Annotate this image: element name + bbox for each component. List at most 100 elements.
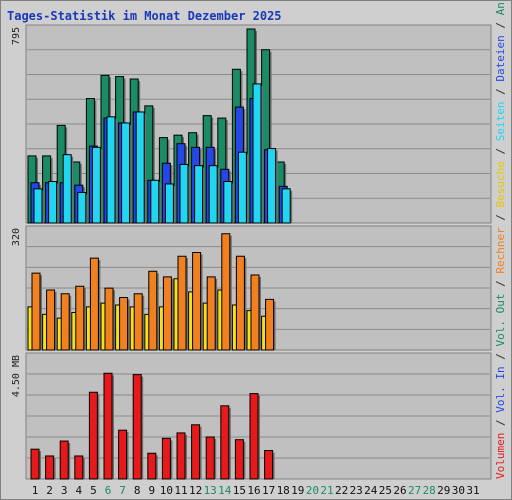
y-axis-max-label: 795	[11, 27, 22, 45]
bar-seiten-day-1	[33, 188, 43, 224]
chart-title: Tages-Statistik im Monat Dezember 2025	[7, 9, 282, 23]
x-tick-label-day-28: 28	[423, 484, 436, 497]
bar-volumen-day-12	[191, 424, 201, 480]
bar-seiten-day-9	[150, 179, 160, 224]
legend-entry: /	[494, 141, 507, 161]
bar-rechner-day-5	[89, 257, 99, 351]
bar-seiten-day-5	[91, 146, 101, 224]
bar-rechner-day-7	[119, 297, 129, 351]
legend-entry: Vol. Out	[494, 294, 507, 347]
bar-seiten-day-16	[252, 83, 262, 224]
bar-seiten-day-4	[77, 191, 87, 224]
legend-entry: /	[494, 15, 507, 35]
legend-entry: Vol. In	[494, 366, 507, 412]
x-tick-label-day-22: 22	[335, 484, 348, 497]
bar-volumen-day-17	[264, 450, 274, 480]
x-tick-label-day-13: 13	[204, 484, 217, 497]
bar-rechner-day-17	[265, 298, 275, 351]
y-axis-max-label: 4.50 MB	[11, 355, 22, 397]
x-tick-label-day-31: 31	[466, 484, 479, 497]
bar-rechner-day-3	[60, 293, 70, 351]
x-tick-label-day-15: 15	[233, 484, 246, 497]
bar-rechner-day-12	[192, 252, 202, 351]
bar-seiten-day-2	[48, 181, 58, 224]
x-tick-label-day-11: 11	[174, 484, 187, 497]
x-tick-label-day-4: 4	[75, 484, 82, 497]
bar-rechner-day-16	[250, 274, 260, 351]
x-tick-label-day-18: 18	[277, 484, 290, 497]
x-tick-label-day-10: 10	[160, 484, 173, 497]
bar-seiten-day-15	[237, 151, 247, 224]
x-tick-label-day-7: 7	[119, 484, 126, 497]
x-tick-label-day-16: 16	[247, 484, 260, 497]
bar-seiten-day-6	[106, 116, 116, 224]
bar-seiten-day-7	[121, 122, 131, 224]
x-tick-label-day-12: 12	[189, 484, 202, 497]
right-legend: Volumen / Vol. In / Vol. Out / Rechner /…	[494, 1, 507, 479]
bar-volumen-day-7	[118, 429, 128, 480]
bar-rechner-day-10	[162, 276, 172, 351]
bar-volumen-day-6	[103, 372, 113, 480]
bar-rechner-day-14	[221, 233, 231, 351]
bar-rechner-day-15	[235, 255, 245, 351]
bar-volumen-day-8	[132, 374, 142, 480]
legend-entry: Dateien	[494, 35, 507, 81]
bar-volumen-day-10	[161, 437, 171, 480]
bar-seiten-day-13	[208, 165, 218, 224]
bar-rechner-day-8	[133, 293, 143, 351]
x-tick-label-day-27: 27	[408, 484, 421, 497]
x-tick-label-day-29: 29	[437, 484, 450, 497]
x-tick-label-day-17: 17	[262, 484, 275, 497]
x-tick-label-day-3: 3	[61, 484, 68, 497]
legend-entry: Besuche	[494, 161, 507, 207]
bar-volumen-day-3	[59, 440, 69, 480]
bar-volumen-day-9	[147, 452, 157, 480]
legend-entry: Rechner	[494, 227, 507, 274]
bar-volumen-day-11	[176, 432, 186, 480]
x-tick-label-day-5: 5	[90, 484, 97, 497]
bar-seiten-day-12	[194, 165, 204, 224]
legend-entry: /	[494, 347, 507, 367]
x-tick-label-day-25: 25	[379, 484, 392, 497]
bar-seiten-day-3	[62, 154, 72, 224]
x-tick-label-day-20: 20	[306, 484, 319, 497]
legend-entry: Volumen	[494, 433, 507, 479]
x-tick-label-day-1: 1	[32, 484, 39, 497]
x-tick-label-day-9: 9	[148, 484, 155, 497]
bar-volumen-day-15	[234, 439, 244, 480]
bar-seiten-day-17	[267, 148, 277, 224]
bar-rechner-day-4	[75, 285, 85, 351]
x-tick-label-day-30: 30	[452, 484, 465, 497]
bar-rechner-day-6	[104, 287, 114, 351]
x-tick-label-day-8: 8	[134, 484, 141, 497]
bar-seiten-day-8	[135, 111, 145, 224]
bar-volumen-day-1	[30, 448, 40, 480]
bar-seiten-day-18	[281, 188, 291, 224]
bar-rechner-day-1	[31, 272, 41, 351]
y-axis-max-label: 320	[11, 228, 22, 246]
x-tick-label-day-21: 21	[320, 484, 333, 497]
bar-rechner-day-13	[206, 276, 216, 351]
legend-entry: /	[494, 413, 507, 433]
x-tick-label-day-24: 24	[364, 484, 378, 497]
x-tick-label-day-23: 23	[350, 484, 363, 497]
x-tick-label-day-14: 14	[218, 484, 232, 497]
bar-rechner-day-9	[148, 270, 158, 351]
bar-volumen-day-16	[249, 393, 259, 480]
bar-seiten-day-10	[164, 183, 174, 224]
x-tick-label-day-6: 6	[105, 484, 112, 497]
bar-volumen-day-4	[74, 455, 84, 480]
legend-entry: Anfragen	[494, 1, 507, 15]
bar-volumen-day-5	[88, 391, 98, 480]
x-tick-label-day-26: 26	[393, 484, 406, 497]
bar-volumen-day-13	[205, 436, 215, 480]
bar-volumen-day-2	[45, 455, 55, 480]
legend-entry: /	[494, 82, 507, 102]
legend-entry: /	[494, 274, 507, 294]
legend-entry: Seiten	[494, 101, 507, 141]
bar-rechner-day-2	[46, 289, 56, 351]
legend-entry: /	[494, 207, 507, 227]
bar-volumen-day-14	[220, 405, 230, 480]
